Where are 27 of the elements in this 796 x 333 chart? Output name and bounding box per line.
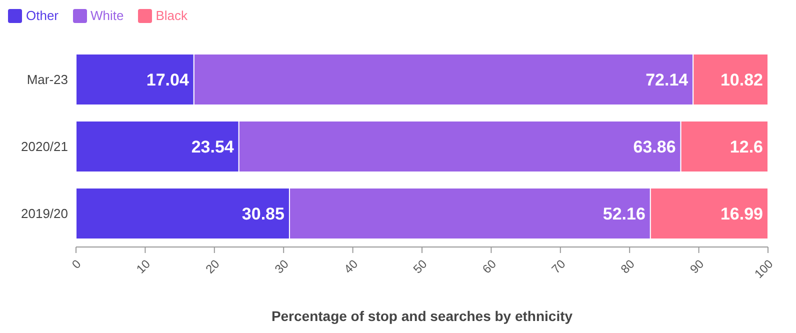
x-tick-label: 80 [618, 256, 638, 276]
legend-label: Black [156, 8, 188, 23]
x-tick-label: 30 [272, 256, 292, 276]
legend-label: Other [26, 8, 59, 23]
x-tick-label: 100 [752, 256, 776, 281]
x-tick-label: 60 [480, 256, 500, 276]
data-label: 23.54 [191, 138, 234, 157]
data-label: 30.85 [242, 204, 284, 224]
data-label: 17.04 [146, 70, 190, 90]
x-axis-title: Percentage of stop and searches by ethnicity [271, 308, 573, 324]
data-label: 12.6 [730, 138, 763, 157]
x-tick-label: 0 [69, 256, 84, 272]
x-tick-label: 90 [687, 256, 707, 276]
data-label: 52.16 [602, 204, 646, 224]
text: White [90, 8, 124, 23]
data-label: 63.86 [633, 138, 676, 157]
y-tick-label: Mar-23 [26, 72, 68, 88]
data-label: 16.99 [720, 204, 763, 224]
data-label: 72.14 [646, 70, 689, 90]
y-tick-label: 2019/20 [21, 206, 68, 222]
x-tick-label: 20 [202, 256, 222, 276]
x-tick-label: 40 [341, 256, 361, 276]
data-label: 10.82 [720, 70, 763, 90]
x-tick-label: 50 [410, 256, 430, 276]
x-tick-label: 10 [134, 256, 154, 276]
x-tick-label: 70 [548, 256, 568, 276]
y-tick-label: 2020/21 [21, 139, 68, 154]
